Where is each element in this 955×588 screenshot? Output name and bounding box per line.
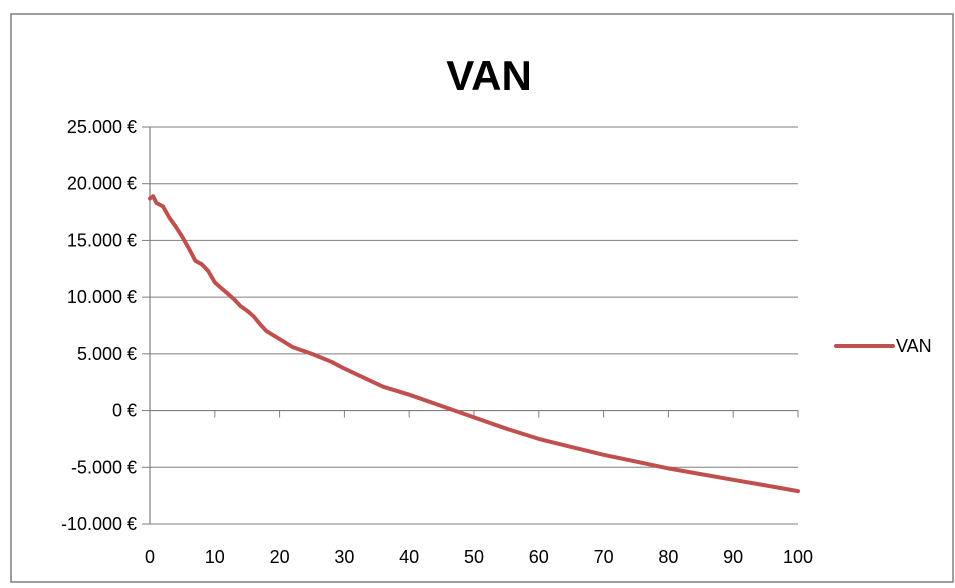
x-tick-label: 60 <box>529 547 549 567</box>
y-tick-label: 20.000 € <box>67 174 137 194</box>
x-tick-label: 90 <box>723 547 743 567</box>
x-tick-label: 0 <box>145 547 155 567</box>
x-tick-label: 50 <box>464 547 484 567</box>
x-tick-label: 20 <box>270 547 290 567</box>
x-tick-label: 30 <box>334 547 354 567</box>
series-lines <box>148 194 800 494</box>
x-tick-label: 70 <box>594 547 614 567</box>
y-tick-label: -10.000 € <box>61 514 137 534</box>
tick-labels: -10.000 € -5.000 € 0 € 5.000 € 10.000 € 15.00… <box>61 117 813 567</box>
x-tick-label: 10 <box>205 547 225 567</box>
y-tick-label: 5.000 € <box>77 344 137 364</box>
y-tick-label: 0 € <box>112 401 137 421</box>
y-tick-label: 10.000 € <box>67 287 137 307</box>
gridlines <box>150 126 798 525</box>
series-line-van <box>148 194 800 494</box>
y-tick-label: -5.000 € <box>71 457 137 477</box>
chart-border <box>10 13 954 583</box>
x-tick-label: 40 <box>399 547 419 567</box>
chart-title: VAN <box>446 52 532 99</box>
y-tick-label: 25.000 € <box>67 117 137 137</box>
y-tick-label: 15.000 € <box>67 230 137 250</box>
x-tick-label: 80 <box>658 547 678 567</box>
legend-label: VAN <box>896 336 932 356</box>
legend: VAN <box>834 336 932 356</box>
x-tick-label: 100 <box>783 547 813 567</box>
